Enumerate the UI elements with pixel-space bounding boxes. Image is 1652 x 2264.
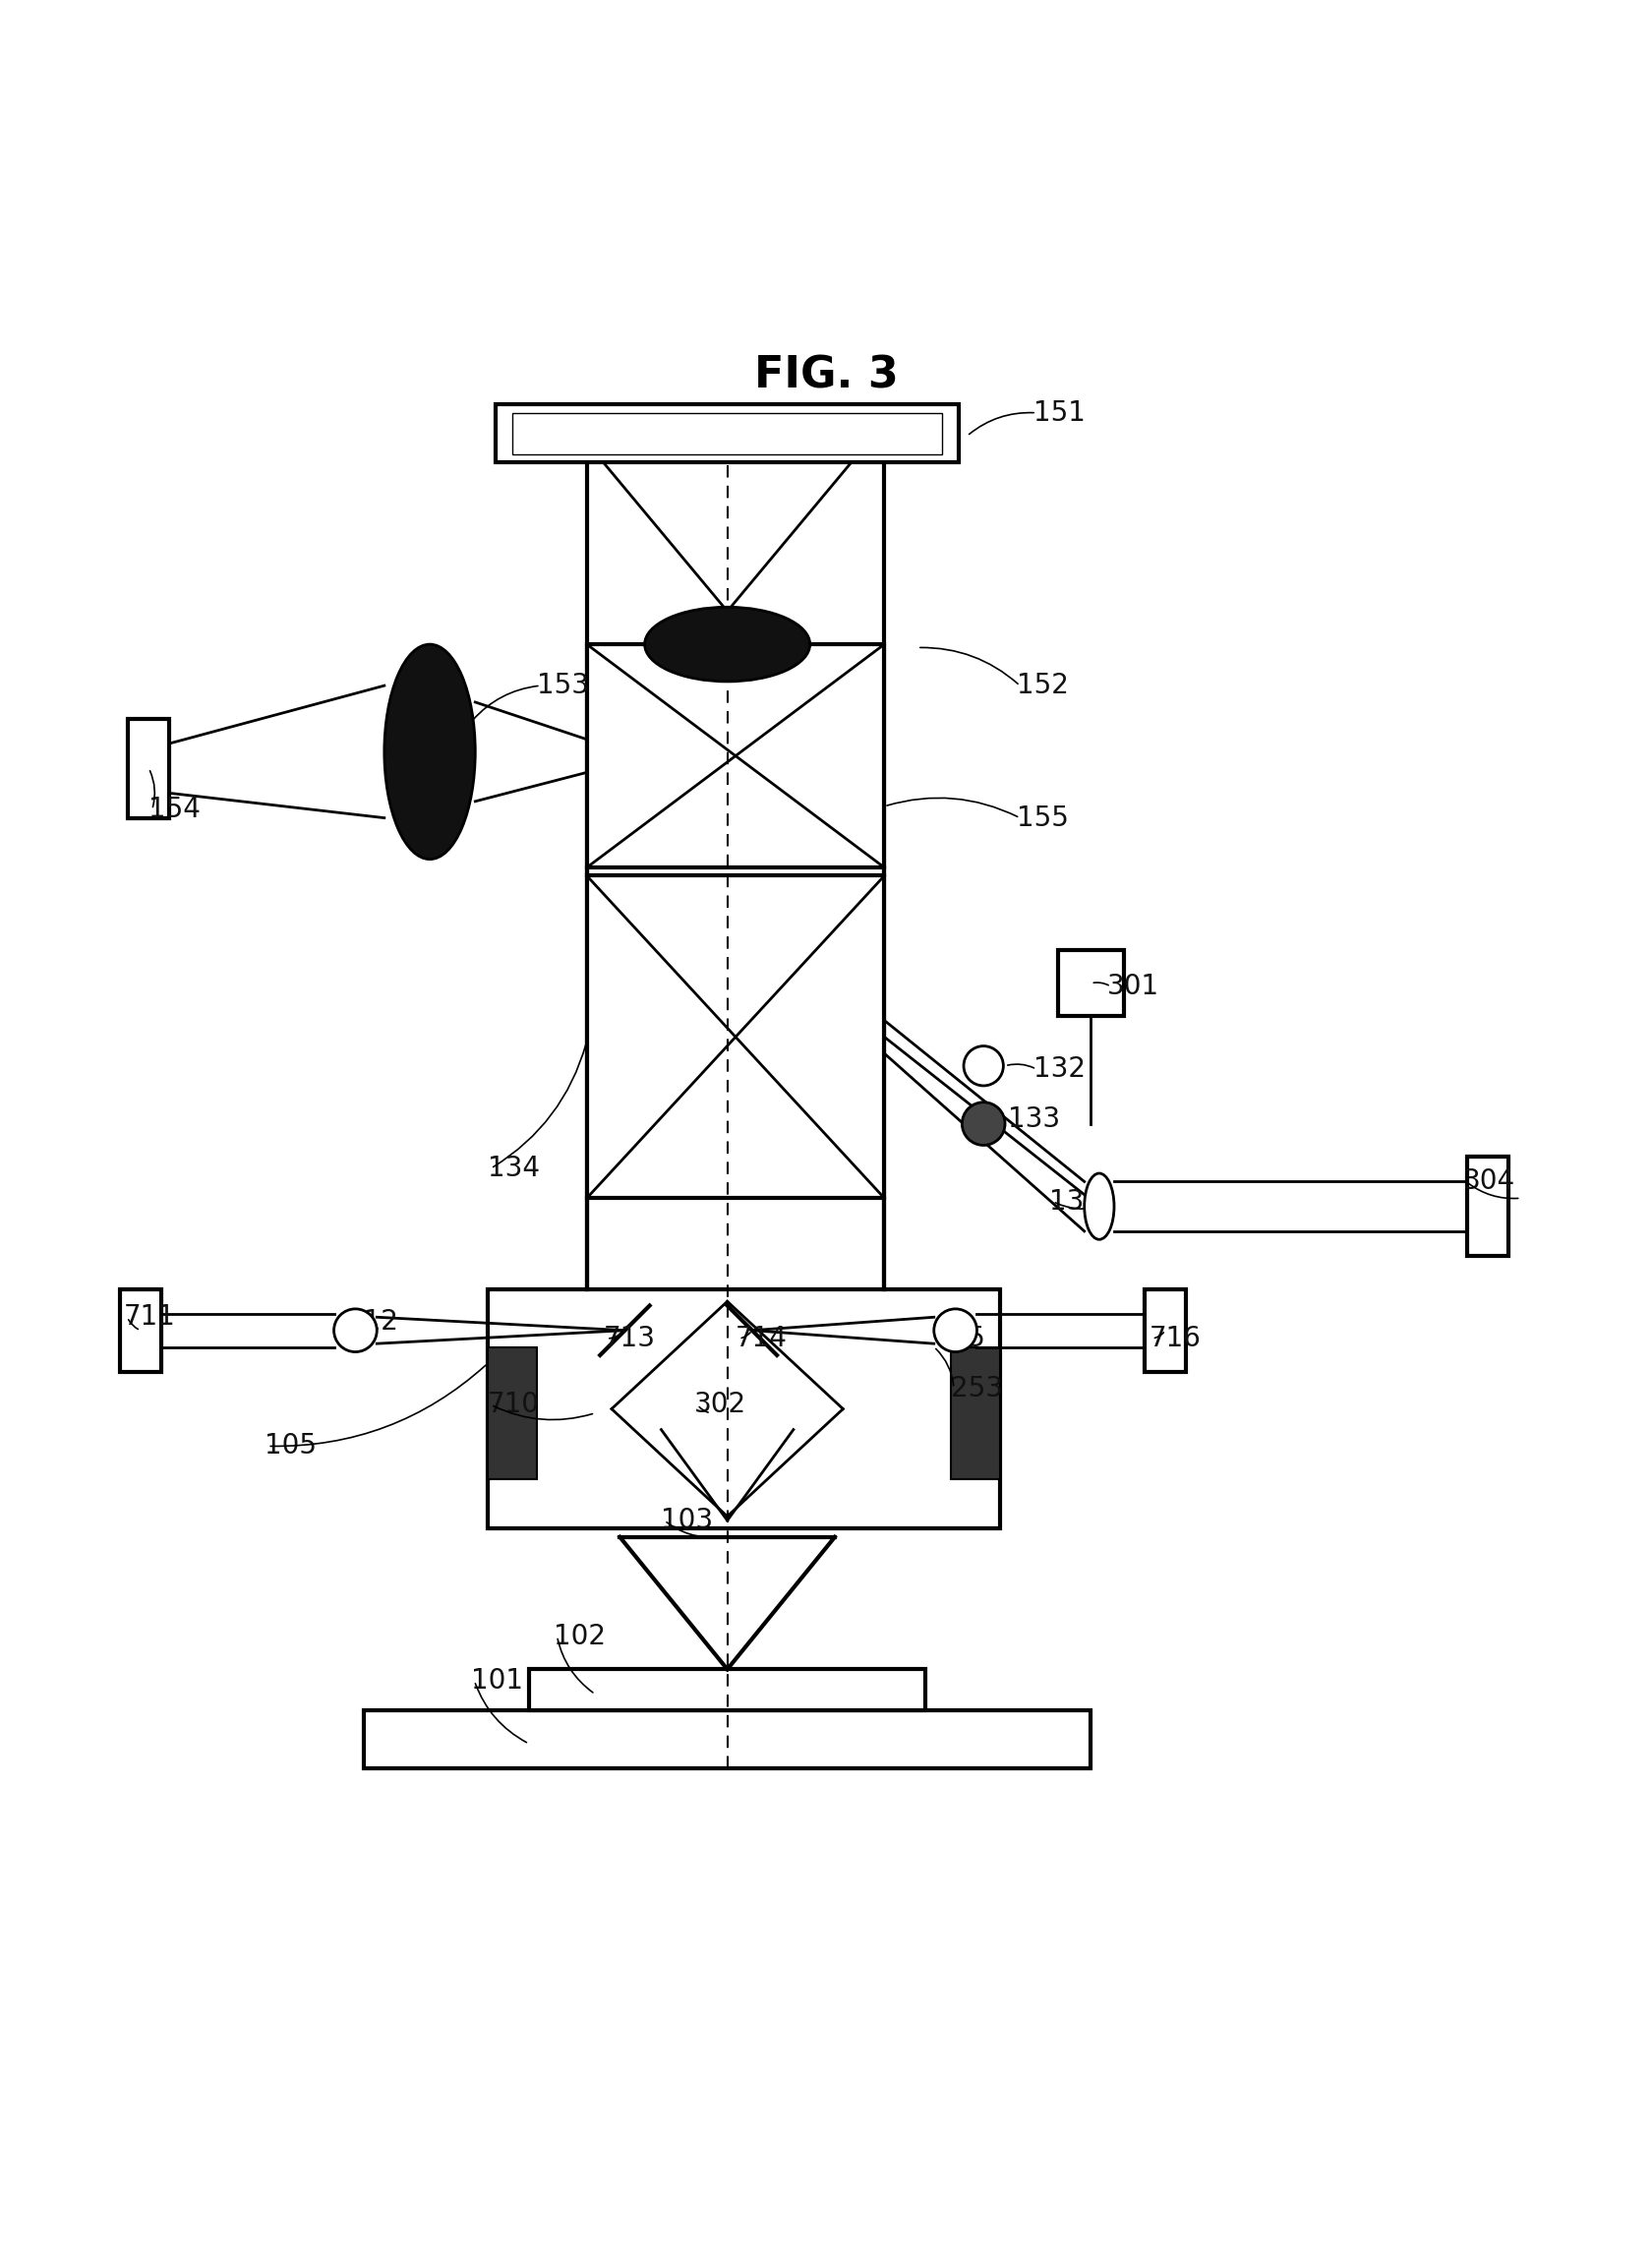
Bar [363,1712,1090,1768]
Bar [496,405,958,462]
Text: 714: 714 [735,1324,786,1352]
Text: 133: 133 [1008,1105,1061,1132]
Text: 154: 154 [149,797,200,824]
Text: 102: 102 [553,1623,606,1650]
Bar [586,876,884,1198]
Text: 301: 301 [1107,974,1160,1001]
Text: 152: 152 [1016,672,1067,700]
Ellipse shape [1084,1173,1113,1238]
Text: 715: 715 [933,1324,985,1352]
Text: 304: 304 [1462,1168,1515,1195]
Circle shape [961,1103,1004,1146]
Bar [529,1669,925,1712]
Text: 134: 134 [487,1155,540,1182]
Circle shape [334,1309,377,1352]
Ellipse shape [644,607,809,681]
Bar [512,412,942,455]
Bar [586,645,884,867]
Bar [487,1347,537,1478]
Bar [1143,1288,1184,1372]
Text: 105: 105 [264,1433,317,1460]
Text: 712: 712 [347,1309,398,1336]
Text: 103: 103 [661,1508,714,1535]
Ellipse shape [383,645,476,860]
Text: 151: 151 [1032,398,1084,426]
Text: 713: 713 [603,1324,656,1352]
Text: 710: 710 [487,1390,540,1420]
Bar [1467,1157,1507,1257]
Text: FIG. 3: FIG. 3 [753,355,899,396]
Text: 155: 155 [1016,804,1067,831]
Bar [1057,951,1123,1017]
Circle shape [963,1046,1003,1087]
Bar [950,1347,999,1478]
Text: 132: 132 [1032,1055,1085,1082]
Circle shape [933,1309,976,1352]
Bar [487,1288,999,1528]
Text: 101: 101 [471,1666,524,1696]
Text: 153: 153 [537,672,590,700]
Text: 716: 716 [1148,1324,1199,1352]
Text: 135: 135 [1049,1189,1102,1216]
Text: 253: 253 [950,1374,1003,1401]
Text: 711: 711 [124,1304,175,1331]
Bar [129,718,170,817]
Text: 302: 302 [694,1390,747,1420]
Bar [121,1288,162,1372]
